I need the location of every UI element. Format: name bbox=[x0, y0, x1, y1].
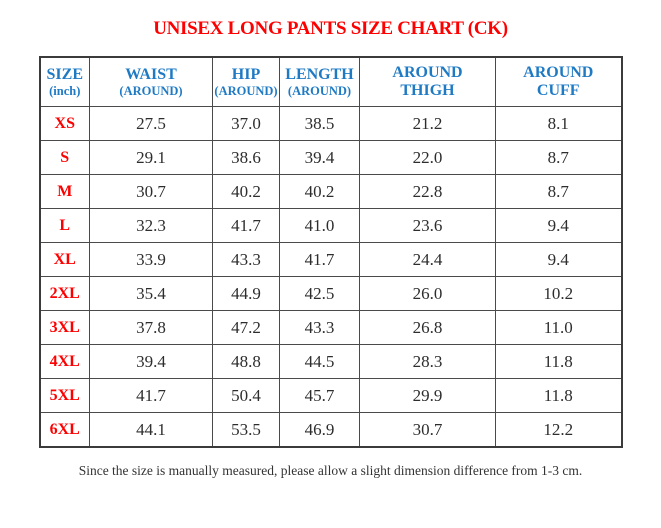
cuff-value: 10.2 bbox=[495, 276, 622, 311]
header-hip: HIP (AROUND) bbox=[212, 56, 280, 107]
hip-value: 40.2 bbox=[212, 174, 280, 209]
hip-value: 38.6 bbox=[212, 140, 280, 175]
footnote: Since the size is manually measured, ple… bbox=[78, 463, 583, 478]
hip-value: 48.8 bbox=[212, 344, 280, 379]
header-size-line2: (inch) bbox=[49, 84, 81, 98]
header-waist: WAIST (AROUND) bbox=[89, 56, 213, 107]
header-around-cuff-line1: AROUND bbox=[523, 63, 594, 81]
header-waist-line1: WAIST bbox=[125, 65, 177, 83]
thigh-value: 29.9 bbox=[359, 378, 496, 413]
size-label: 3XL bbox=[39, 310, 90, 345]
cuff-value: 11.0 bbox=[495, 310, 622, 345]
cuff-value: 8.7 bbox=[495, 174, 622, 209]
waist-value: 33.9 bbox=[89, 242, 213, 277]
header-hip-line1: HIP bbox=[231, 65, 261, 83]
header-around-thigh-line2: THIGH bbox=[400, 82, 455, 99]
header-hip-line2: (AROUND) bbox=[214, 84, 278, 98]
waist-value: 30.7 bbox=[89, 174, 213, 209]
header-length: LENGTH (AROUND) bbox=[279, 56, 360, 107]
thigh-value: 26.0 bbox=[359, 276, 496, 311]
hip-value: 41.7 bbox=[212, 208, 280, 243]
waist-value: 32.3 bbox=[89, 208, 213, 243]
length-value: 39.4 bbox=[279, 140, 360, 175]
size-label: XL bbox=[39, 242, 90, 277]
table-row: 5XL 41.7 50.4 45.7 29.9 11.8 bbox=[39, 378, 622, 413]
table-row: S 29.1 38.6 39.4 22.0 8.7 bbox=[39, 140, 622, 175]
size-label: 6XL bbox=[39, 412, 90, 448]
thigh-value: 21.2 bbox=[359, 106, 496, 141]
thigh-value: 28.3 bbox=[359, 344, 496, 379]
header-waist-line2: (AROUND) bbox=[119, 84, 183, 98]
hip-value: 44.9 bbox=[212, 276, 280, 311]
thigh-value: 26.8 bbox=[359, 310, 496, 345]
table-row: 4XL 39.4 48.8 44.5 28.3 11.8 bbox=[39, 344, 622, 379]
header-size: SIZE (inch) bbox=[39, 56, 90, 107]
size-label: M bbox=[39, 174, 90, 209]
table-row: 3XL 37.8 47.2 43.3 26.8 11.0 bbox=[39, 310, 622, 345]
length-value: 43.3 bbox=[279, 310, 360, 345]
thigh-value: 23.6 bbox=[359, 208, 496, 243]
size-label: 5XL bbox=[39, 378, 90, 413]
cuff-value: 11.8 bbox=[495, 344, 622, 379]
cuff-value: 9.4 bbox=[495, 208, 622, 243]
table-row: 6XL 44.1 53.5 46.9 30.7 12.2 bbox=[39, 412, 622, 448]
header-size-line1: SIZE bbox=[46, 65, 83, 83]
table-row: M 30.7 40.2 40.2 22.8 8.7 bbox=[39, 174, 622, 209]
thigh-value: 24.4 bbox=[359, 242, 496, 277]
thigh-value: 22.0 bbox=[359, 140, 496, 175]
size-label: 2XL bbox=[39, 276, 90, 311]
hip-value: 37.0 bbox=[212, 106, 280, 141]
hip-value: 53.5 bbox=[212, 412, 280, 448]
hip-value: 43.3 bbox=[212, 242, 280, 277]
table-row: L 32.3 41.7 41.0 23.6 9.4 bbox=[39, 208, 622, 243]
length-value: 46.9 bbox=[279, 412, 360, 448]
header-around-thigh-line1: AROUND bbox=[392, 63, 463, 81]
length-value: 44.5 bbox=[279, 344, 360, 379]
header-around-cuff: AROUND CUFF bbox=[495, 56, 622, 107]
cuff-value: 12.2 bbox=[495, 412, 622, 448]
thigh-value: 22.8 bbox=[359, 174, 496, 209]
header-around-thigh: AROUND THIGH bbox=[359, 56, 496, 107]
waist-value: 27.5 bbox=[89, 106, 213, 141]
size-label: XS bbox=[39, 106, 90, 141]
table-row: XS 27.5 37.0 38.5 21.2 8.1 bbox=[39, 106, 622, 141]
header-row: SIZE (inch) WAIST (AROUND) HIP (AROUND) … bbox=[39, 56, 622, 107]
cuff-value: 11.8 bbox=[495, 378, 622, 413]
length-value: 41.0 bbox=[279, 208, 360, 243]
waist-value: 37.8 bbox=[89, 310, 213, 345]
size-label: 4XL bbox=[39, 344, 90, 379]
cuff-value: 8.7 bbox=[495, 140, 622, 175]
size-label: L bbox=[39, 208, 90, 243]
cuff-value: 9.4 bbox=[495, 242, 622, 277]
waist-value: 39.4 bbox=[89, 344, 213, 379]
hip-value: 47.2 bbox=[212, 310, 280, 345]
table-row: XL 33.9 43.3 41.7 24.4 9.4 bbox=[39, 242, 622, 277]
waist-value: 44.1 bbox=[89, 412, 213, 448]
waist-value: 35.4 bbox=[89, 276, 213, 311]
header-length-line2: (AROUND) bbox=[287, 84, 352, 98]
length-value: 40.2 bbox=[279, 174, 360, 209]
waist-value: 41.7 bbox=[89, 378, 213, 413]
hip-value: 50.4 bbox=[212, 378, 280, 413]
table-row: 2XL 35.4 44.9 42.5 26.0 10.2 bbox=[39, 276, 622, 311]
length-value: 41.7 bbox=[279, 242, 360, 277]
page-title: UNISEX LONG PANTS SIZE CHART (CK) bbox=[153, 18, 508, 39]
thigh-value: 30.7 bbox=[359, 412, 496, 448]
header-around-cuff-line2: CUFF bbox=[536, 82, 580, 99]
size-label: S bbox=[39, 140, 90, 175]
cuff-value: 8.1 bbox=[495, 106, 622, 141]
size-chart-table: SIZE (inch) WAIST (AROUND) HIP (AROUND) … bbox=[38, 56, 623, 448]
length-value: 45.7 bbox=[279, 378, 360, 413]
length-value: 42.5 bbox=[279, 276, 360, 311]
length-value: 38.5 bbox=[279, 106, 360, 141]
header-length-line1: LENGTH bbox=[285, 65, 354, 83]
waist-value: 29.1 bbox=[89, 140, 213, 175]
